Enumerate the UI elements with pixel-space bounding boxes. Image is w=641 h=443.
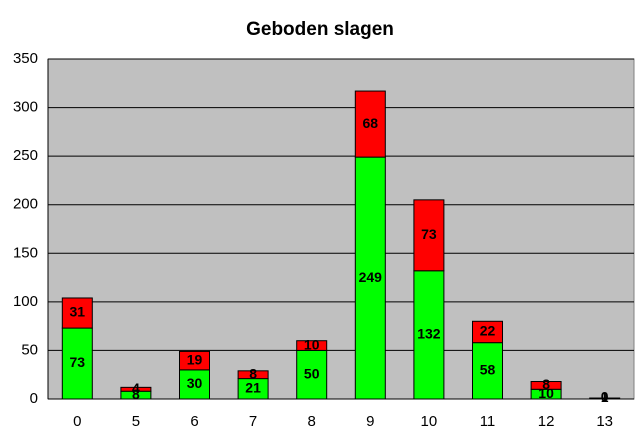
value-label: 8 [542, 376, 550, 392]
bar-segment [61, 297, 93, 329]
y-tick-label: 200 [13, 196, 38, 213]
x-tick-label: 9 [366, 413, 374, 430]
y-tick-label: 100 [13, 293, 38, 310]
x-tick-label: 7 [249, 413, 257, 430]
value-label: 22 [480, 323, 496, 339]
value-label: 249 [359, 269, 383, 285]
value-label: 68 [363, 115, 379, 131]
plot-area [47, 58, 635, 400]
bar-segment [472, 320, 503, 344]
bar-segment [354, 156, 386, 400]
bar-segment [237, 370, 269, 380]
x-tick-label: 0 [73, 413, 81, 430]
chart-title: Geboden slagen [246, 19, 394, 40]
value-label: 21 [245, 380, 261, 396]
value-label: 8 [249, 365, 257, 381]
value-label: 50 [304, 365, 320, 381]
bar-segment [179, 350, 210, 371]
y-tick-label: 350 [13, 50, 38, 67]
bar-segment [413, 199, 445, 272]
bar-segment [296, 340, 328, 351]
value-label: 8 [132, 386, 140, 402]
bar-segment [530, 381, 562, 390]
value-label: 4 [132, 380, 140, 396]
y-tick-label: 0 [30, 390, 38, 407]
x-tick-label: 11 [480, 413, 496, 430]
x-tick-label: 6 [190, 413, 198, 430]
value-label: 30 [187, 375, 203, 391]
value-label: 132 [417, 326, 441, 342]
x-tick-label: 5 [132, 413, 140, 430]
y-tick-label: 250 [13, 147, 38, 164]
value-label: 19 [187, 351, 203, 367]
x-tick-label: 13 [596, 413, 613, 430]
value-label: 73 [421, 226, 437, 242]
x-tick-label: 12 [538, 413, 555, 430]
value-label: 31 [70, 304, 86, 320]
x-tick-label: 8 [308, 413, 316, 430]
x-tick-label: 10 [421, 413, 438, 430]
bar-segment [354, 90, 386, 158]
bar-segment [413, 270, 445, 400]
value-label: 1 [601, 389, 609, 405]
bar-segment [61, 327, 93, 400]
y-tick-label: 50 [21, 341, 38, 358]
bar-segment [120, 386, 152, 392]
value-label: 58 [480, 362, 496, 378]
value-label: 73 [70, 354, 86, 370]
value-label: 10 [304, 336, 320, 352]
y-tick-label: 150 [13, 244, 38, 261]
value-label: 0 [601, 389, 609, 405]
y-tick-label: 300 [13, 99, 38, 116]
